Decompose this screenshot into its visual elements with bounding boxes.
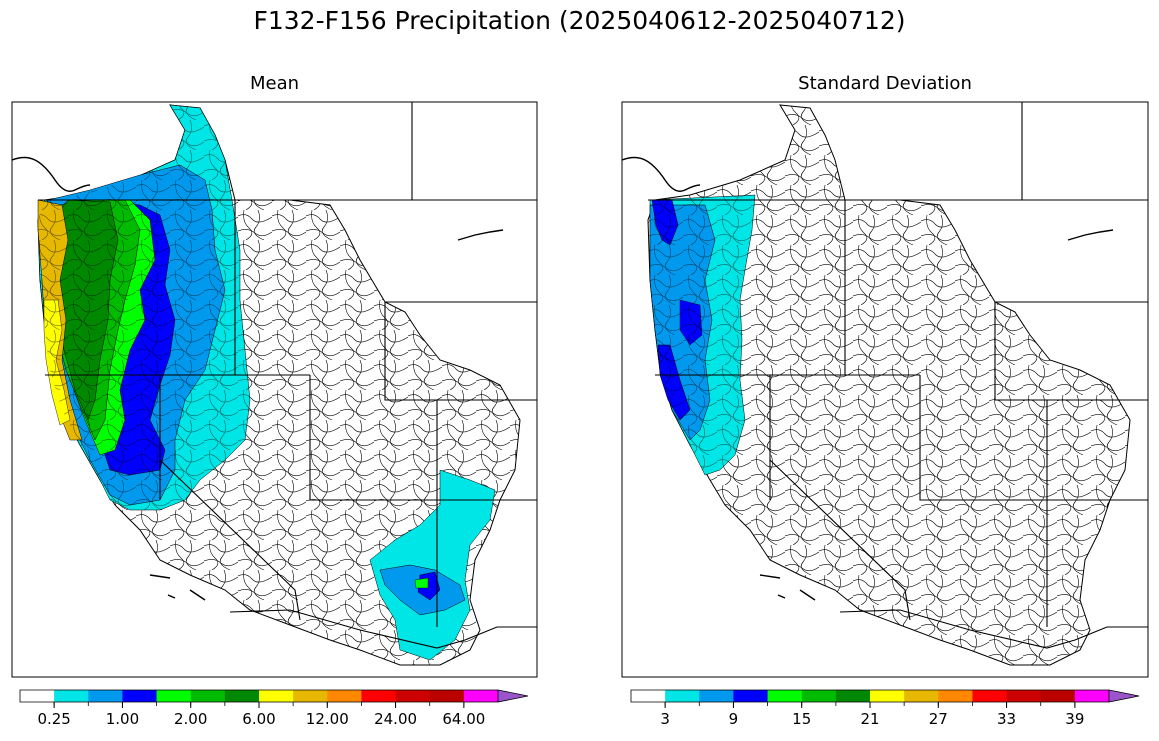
stddev-colorbar-swatch xyxy=(1040,690,1076,702)
stddev-colorbar-swatch xyxy=(1074,690,1110,702)
colorbar-stddev: 3 9 15 21 27 33 39 xyxy=(630,689,1140,728)
mean-map xyxy=(12,102,537,677)
mean-colorbar-swatch xyxy=(395,690,431,702)
mean-colorbar-tick-label: 0.25 xyxy=(37,710,70,728)
stddev-colorbar-tick-label: 3 xyxy=(660,710,670,728)
stddev-colorbar-swatch xyxy=(767,690,803,702)
mean-colorbar-swatch xyxy=(327,690,362,702)
mean-colorbar-swatch xyxy=(259,690,294,702)
mean-colorbar-swatch xyxy=(224,690,260,702)
mean-colorbar-tick-label: 64.00 xyxy=(442,710,485,728)
mean-colorbar-tick-label: 24.00 xyxy=(374,710,417,728)
panel-title-stddev: Standard Deviation xyxy=(798,73,972,94)
mean-colorbar-tick-label: 1.00 xyxy=(106,710,139,728)
stddev-colorbar-tick-label: 21 xyxy=(860,710,879,728)
stddev-colorbar-extend-arrow xyxy=(1108,689,1140,703)
mean-map-frame xyxy=(11,101,538,678)
stddev-colorbar-swatch xyxy=(733,690,769,702)
stddev-colorbar-swatch xyxy=(699,690,734,702)
mean-colorbar-tick-label: 2.00 xyxy=(174,710,207,728)
mean-colorbar-extend-arrow xyxy=(497,689,529,703)
mean-colorbar-swatch xyxy=(463,690,499,702)
stddev-colorbar-swatch xyxy=(938,690,973,702)
stddev-colorbar-swatch xyxy=(904,690,939,702)
mean-colorbar-tick-label: 6.00 xyxy=(242,710,275,728)
stddev-colorbar-tick-label: 33 xyxy=(997,710,1016,728)
stddev-map-frame xyxy=(621,101,1149,678)
coastline-stddev xyxy=(622,156,1114,601)
stddev-colorbar-tick-label: 27 xyxy=(929,710,948,728)
mean-colorbar-tick-label: 12.00 xyxy=(306,710,349,728)
stddev-colorbar-tick-label: 15 xyxy=(792,710,811,728)
panel-title-mean: Mean xyxy=(249,73,300,94)
mean-colorbar-swatch xyxy=(20,690,55,702)
colorbar-mean: 0.25 1.00 2.00 6.00 12.00 24.00 64.00 xyxy=(19,689,529,728)
state-borders-stddev xyxy=(648,102,1148,649)
stddev-colorbar-swatch xyxy=(1006,690,1042,702)
figure-title: F132-F156 Precipitation (2025040612-2025… xyxy=(253,6,906,35)
mean-colorbar-swatch xyxy=(122,690,158,702)
stddev-colorbar-swatch xyxy=(972,690,1008,702)
mean-colorbar-swatch xyxy=(429,690,465,702)
precip-sw-cyan xyxy=(369,469,496,661)
stddev-colorbar-swatch xyxy=(801,690,837,702)
mean-colorbar-swatch xyxy=(88,690,123,702)
stddev-colorbar-swatch xyxy=(631,690,666,702)
mean-colorbar-swatch xyxy=(293,690,328,702)
coastline-mean xyxy=(12,156,504,601)
mean-colorbar-swatch xyxy=(54,690,89,702)
stddev-colorbar-swatch xyxy=(870,690,905,702)
mean-colorbar-swatch xyxy=(190,690,226,702)
stddev-colorbar-swatch xyxy=(665,690,700,702)
mean-colorbar-swatch xyxy=(156,690,192,702)
stddev-map xyxy=(622,102,1148,677)
stddev-colorbar-swatch xyxy=(835,690,871,702)
state-borders-mean xyxy=(38,102,537,649)
stddev-colorbar-tick-label: 9 xyxy=(729,710,739,728)
mean-colorbar-swatch xyxy=(361,690,397,702)
stddev-colorbar-tick-label: 39 xyxy=(1065,710,1084,728)
